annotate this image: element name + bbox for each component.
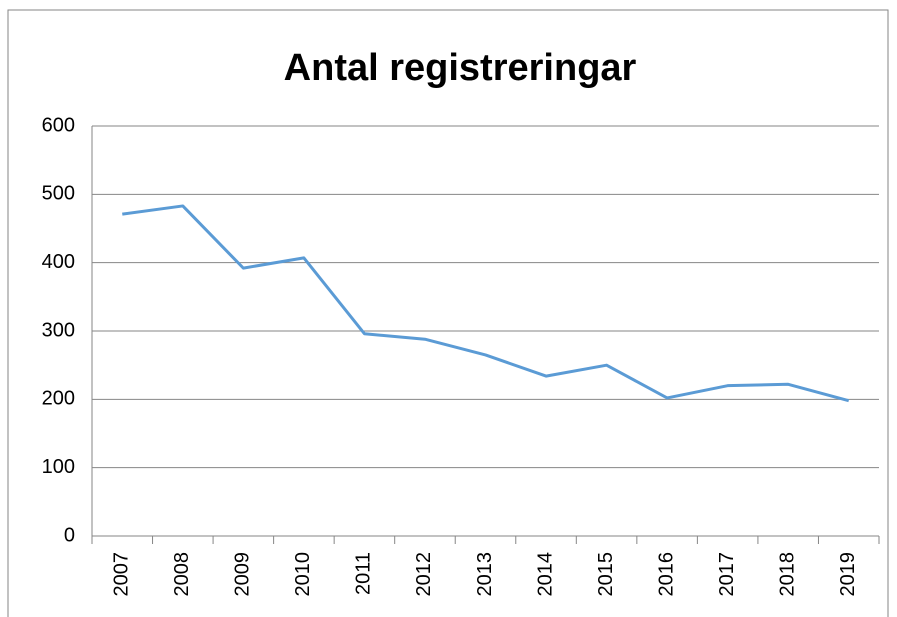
x-tick-label: 2014 (534, 552, 556, 597)
y-tick-label: 0 (64, 524, 75, 546)
x-tick-label: 2018 (776, 552, 798, 597)
x-tick-label: 2007 (111, 552, 133, 597)
x-tick-label: 2017 (716, 552, 738, 597)
x-tick-label: 2011 (353, 552, 375, 595)
y-tick-label: 200 (42, 388, 75, 410)
chart-frame (7, 9, 889, 617)
x-tick-label: 2015 (595, 552, 617, 597)
x-tick-label: 2009 (232, 552, 254, 597)
y-tick-label: 300 (42, 319, 75, 341)
x-tick-label: 2013 (474, 552, 496, 597)
y-tick-label: 400 (42, 251, 75, 273)
data-line (122, 204, 850, 403)
y-tick-label: 100 (42, 456, 75, 478)
x-tick-label: 2008 (171, 552, 193, 597)
x-tick-label: 2012 (413, 552, 435, 597)
chart-title: Antal registreringar (284, 47, 637, 89)
y-tick-label: 500 (42, 183, 75, 205)
y-tick-label: 600 (42, 114, 75, 136)
x-tick-label: 2010 (292, 552, 314, 597)
x-tick-label: 2019 (837, 552, 859, 597)
x-tick-label: 2016 (655, 552, 677, 597)
